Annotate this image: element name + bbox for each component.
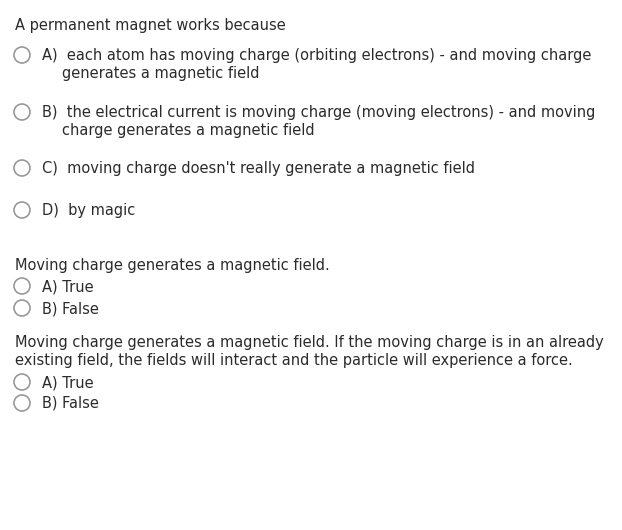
Text: generates a magnetic field: generates a magnetic field: [62, 66, 259, 81]
Text: Moving charge generates a magnetic field.: Moving charge generates a magnetic field…: [15, 258, 330, 273]
Text: existing field, the fields will interact and the particle will experience a forc: existing field, the fields will interact…: [15, 353, 573, 368]
Text: C)  moving charge doesn't really generate a magnetic field: C) moving charge doesn't really generate…: [42, 161, 475, 176]
Text: A) True: A) True: [42, 279, 94, 294]
Text: A) True: A) True: [42, 375, 94, 390]
Ellipse shape: [14, 278, 30, 294]
Text: B)  the electrical current is moving charge (moving electrons) - and moving: B) the electrical current is moving char…: [42, 105, 595, 120]
Text: A)  each atom has moving charge (orbiting electrons) - and moving charge: A) each atom has moving charge (orbiting…: [42, 48, 592, 63]
Text: charge generates a magnetic field: charge generates a magnetic field: [62, 123, 315, 138]
Text: Moving charge generates a magnetic field. If the moving charge is in an already: Moving charge generates a magnetic field…: [15, 335, 604, 350]
Text: B) False: B) False: [42, 396, 99, 411]
Text: A permanent magnet works because: A permanent magnet works because: [15, 18, 285, 33]
Ellipse shape: [14, 300, 30, 316]
Ellipse shape: [14, 160, 30, 176]
Text: B) False: B) False: [42, 301, 99, 316]
Ellipse shape: [14, 202, 30, 218]
Ellipse shape: [14, 104, 30, 120]
Text: D)  by magic: D) by magic: [42, 203, 135, 218]
Ellipse shape: [14, 374, 30, 390]
Ellipse shape: [14, 47, 30, 63]
Ellipse shape: [14, 395, 30, 411]
